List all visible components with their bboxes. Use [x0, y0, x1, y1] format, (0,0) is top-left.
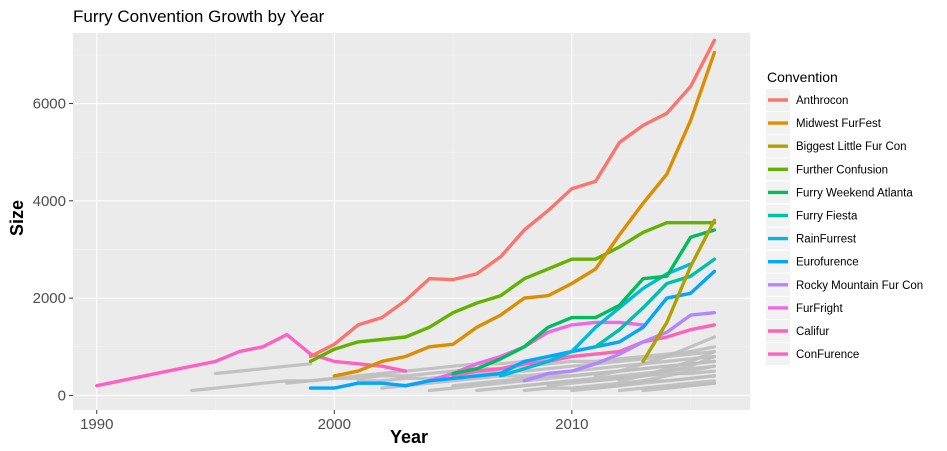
y-tick-label: 6000	[33, 96, 66, 113]
legend-label-furfright: FurFright	[796, 303, 843, 315]
other-convention-line	[451, 359, 717, 388]
x-tick-label: 2000	[318, 416, 351, 433]
series-line-biggest-little-fur-con	[641, 218, 717, 364]
other-convention-line	[617, 379, 717, 393]
other-convention-line	[356, 350, 717, 383]
series-line-rocky-mountain-fur-con	[522, 311, 717, 383]
series-line-eurofurence	[308, 269, 717, 390]
series-line-midwest-furfest	[332, 50, 717, 378]
legend-label-biggest-little-fur-con: Biggest Little Fur Con	[796, 141, 907, 153]
series-line-furry-weekend-atlanta	[451, 228, 717, 376]
axis-ticks: 1990 2000 2010 0 2000 4000 6000	[33, 96, 589, 433]
y-tick-label: 0	[58, 387, 66, 404]
x-axis-title: Year	[390, 427, 428, 447]
y-axis-title: Size	[7, 200, 27, 236]
series-line-furry-fiesta	[593, 257, 717, 349]
legend-label-further-confusion: Further Confusion	[796, 164, 888, 176]
legend-label-furry-fiesta: Furry Fiesta	[796, 211, 858, 223]
gridlines	[73, 33, 750, 410]
y-tick-label: 4000	[33, 193, 66, 210]
other-convention-line	[665, 381, 717, 390]
plot-panel	[73, 33, 750, 410]
legend-label-confurence: ConFurence	[796, 349, 859, 361]
other-convention-line	[190, 345, 717, 393]
series-line-anthrocon	[308, 38, 717, 359]
series-line-califur	[451, 323, 717, 378]
series-line-further-confusion	[308, 220, 717, 364]
legend-title: Convention	[767, 69, 838, 85]
legend-label-califur: Califur	[796, 326, 829, 338]
series-line-confurence	[95, 332, 408, 388]
legend-label-furry-weekend-atlanta: Furry Weekend Atlanta	[796, 187, 913, 199]
legend: Convention Anthrocon Midwest FurFest Bigge…	[766, 69, 923, 366]
series-group	[95, 38, 717, 390]
chart-title: Furry Convention Growth by Year	[73, 7, 325, 26]
legend-label-midwest-furfest: Midwest FurFest	[796, 118, 882, 130]
other-convention-line	[593, 364, 717, 390]
legend-label-rainfurrest: RainFurrest	[796, 234, 857, 246]
other-convention-line	[617, 350, 717, 383]
x-tick-label: 1990	[80, 416, 113, 433]
x-tick-label: 2010	[555, 416, 588, 433]
legend-label-anthrocon: Anthrocon	[796, 95, 848, 107]
legend-label-rocky-mountain-fur-con: Rocky Mountain Fur Con	[796, 280, 923, 292]
y-tick-label: 2000	[33, 290, 66, 307]
other-convention-line	[593, 335, 717, 378]
other-convention-line	[213, 362, 313, 376]
legend-label-eurofurence: Eurofurence	[796, 257, 859, 269]
